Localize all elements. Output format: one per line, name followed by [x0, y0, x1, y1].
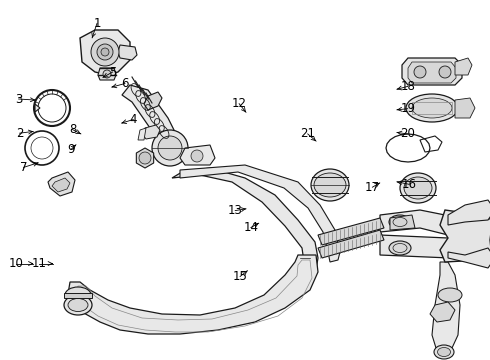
Polygon shape — [68, 255, 318, 334]
Polygon shape — [118, 45, 137, 60]
Text: 18: 18 — [400, 80, 415, 93]
Ellipse shape — [64, 295, 92, 315]
Ellipse shape — [406, 94, 458, 122]
Text: 13: 13 — [228, 204, 243, 217]
Text: 2: 2 — [16, 127, 24, 140]
Polygon shape — [180, 145, 215, 165]
Ellipse shape — [68, 298, 88, 311]
Ellipse shape — [389, 241, 411, 255]
Text: 16: 16 — [402, 178, 416, 191]
Polygon shape — [142, 125, 160, 139]
Ellipse shape — [103, 70, 111, 78]
Text: 15: 15 — [233, 270, 247, 283]
Text: 8: 8 — [69, 123, 76, 136]
Polygon shape — [52, 178, 70, 192]
Polygon shape — [402, 58, 462, 85]
Circle shape — [191, 150, 203, 162]
Text: 3: 3 — [15, 93, 23, 105]
Ellipse shape — [438, 347, 450, 356]
Polygon shape — [440, 210, 490, 262]
Text: 7: 7 — [20, 161, 27, 174]
Ellipse shape — [311, 169, 349, 201]
Polygon shape — [390, 215, 415, 230]
Ellipse shape — [91, 38, 119, 66]
Polygon shape — [172, 168, 318, 272]
Text: 14: 14 — [244, 221, 258, 234]
Text: 6: 6 — [121, 77, 129, 90]
Ellipse shape — [314, 173, 346, 197]
Text: 21: 21 — [300, 127, 315, 140]
Ellipse shape — [400, 173, 436, 203]
Polygon shape — [455, 58, 472, 75]
Ellipse shape — [389, 215, 411, 229]
Text: 12: 12 — [232, 97, 246, 110]
Polygon shape — [432, 262, 460, 350]
Polygon shape — [448, 200, 490, 225]
Polygon shape — [408, 62, 456, 83]
Polygon shape — [180, 165, 340, 262]
Polygon shape — [455, 98, 475, 118]
Polygon shape — [35, 104, 40, 112]
Text: 4: 4 — [129, 113, 137, 126]
Ellipse shape — [65, 287, 91, 303]
Ellipse shape — [97, 44, 113, 60]
Polygon shape — [48, 172, 75, 196]
Text: 5: 5 — [109, 66, 117, 78]
Polygon shape — [144, 92, 162, 110]
Polygon shape — [98, 68, 116, 80]
Text: 9: 9 — [67, 143, 75, 156]
Polygon shape — [318, 230, 384, 258]
Ellipse shape — [434, 345, 454, 359]
Polygon shape — [138, 128, 146, 140]
Ellipse shape — [101, 48, 109, 56]
Polygon shape — [122, 85, 175, 140]
Text: 1: 1 — [93, 17, 101, 30]
Ellipse shape — [412, 98, 452, 118]
Text: 11: 11 — [32, 257, 47, 270]
Polygon shape — [318, 218, 384, 245]
Polygon shape — [380, 235, 455, 258]
Polygon shape — [64, 293, 92, 298]
Ellipse shape — [404, 177, 432, 199]
Circle shape — [139, 152, 151, 164]
Circle shape — [439, 66, 451, 78]
Circle shape — [152, 130, 188, 166]
Polygon shape — [448, 248, 490, 268]
Polygon shape — [380, 210, 452, 235]
Text: 20: 20 — [400, 127, 415, 140]
Polygon shape — [430, 302, 455, 322]
Text: 10: 10 — [8, 257, 23, 270]
Polygon shape — [80, 30, 130, 75]
Circle shape — [414, 66, 426, 78]
Text: 17: 17 — [365, 181, 380, 194]
Text: 19: 19 — [400, 102, 415, 115]
Circle shape — [158, 136, 182, 160]
Polygon shape — [136, 148, 154, 168]
Ellipse shape — [438, 288, 462, 302]
